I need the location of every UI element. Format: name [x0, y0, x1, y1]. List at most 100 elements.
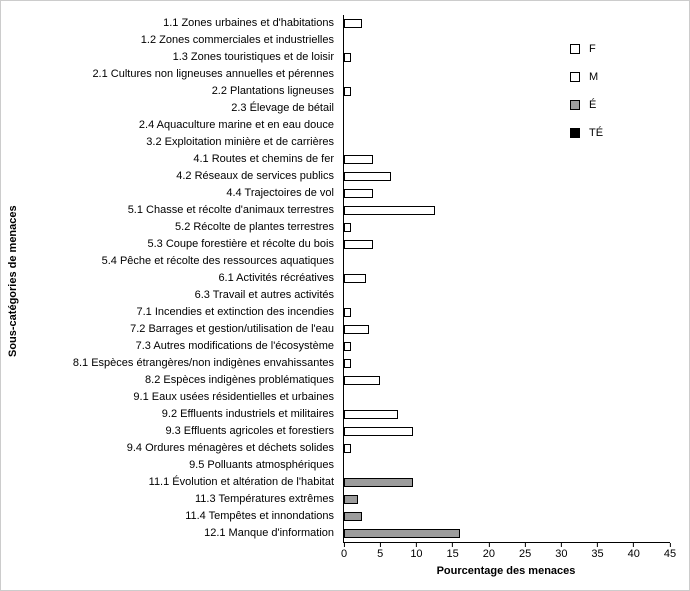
x-tick: 15: [447, 543, 459, 560]
x-tick: 20: [483, 543, 495, 560]
x-tick: 5: [377, 543, 383, 560]
category-label: 2.4 Aquaculture marine et en eau douce: [138, 119, 334, 131]
bar-1.1: [344, 19, 363, 28]
category-label: 9.4 Ordures ménagères et déchets solides: [126, 442, 334, 454]
bar-6.1: [344, 274, 366, 283]
legend-swatch: [570, 72, 580, 82]
category-label: 5.3 Coupe forestière et récolte du bois: [147, 238, 334, 250]
bar-7.2: [344, 325, 370, 334]
legend-swatch: [570, 44, 580, 54]
category-label: 1.1 Zones urbaines et d'habitations: [163, 17, 334, 29]
category-label: 4.2 Réseaux de services publics: [176, 170, 334, 182]
category-label: 11.3 Températures extrêmes: [195, 493, 334, 505]
category-label: 4.1 Routes et chemins de fer: [193, 153, 334, 165]
bar-5.1: [344, 206, 435, 215]
bar-7.1: [344, 308, 352, 317]
x-tick-mark: [597, 543, 599, 547]
x-tick-mark: [524, 543, 526, 547]
bar-4.2: [344, 172, 392, 181]
category-label: 2.2 Plantations ligneuses: [211, 85, 334, 97]
bar-9.3: [344, 427, 413, 436]
x-tick-mark: [633, 543, 635, 547]
x-axis-ticks: 0 5 10 15 20 25 30 35 40 45: [341, 543, 676, 565]
x-tick-mark: [669, 543, 671, 547]
x-tick: 0: [341, 543, 347, 560]
bar-8.1: [344, 359, 352, 368]
legend-label: F: [589, 43, 596, 55]
y-axis-title: Sous-catégories de menaces: [7, 205, 19, 357]
bar-12.1: [344, 529, 460, 538]
bar-5.3: [344, 240, 373, 249]
x-tick: 10: [410, 543, 423, 560]
x-tick-label: 25: [518, 548, 532, 560]
x-tick: 35: [591, 543, 604, 560]
x-tick-mark: [379, 543, 381, 547]
x-axis-title: Pourcentage des menaces: [436, 565, 576, 577]
x-tick: 25: [519, 543, 531, 560]
legend-item-F: F: [570, 35, 603, 63]
category-label: 3.2 Exploitation minière et de carrières: [146, 136, 334, 148]
legend-item-M: M: [570, 63, 603, 91]
bar-11.3: [344, 495, 359, 504]
category-label: 7.3 Autres modifications de l'écosystème: [135, 340, 334, 352]
x-tick-label: 40: [627, 548, 640, 560]
x-tick-label: 5: [377, 548, 384, 560]
bar-8.2: [344, 376, 381, 385]
legend: F M É TÉ: [570, 35, 603, 147]
x-tick-label: 15: [446, 548, 459, 560]
category-label: 9.1 Eaux usées résidentielles et urbaine…: [133, 391, 334, 403]
x-tick: 45: [664, 543, 676, 560]
bar-2.2: [344, 87, 352, 96]
category-label: 9.2 Effluents industriels et militaires: [161, 408, 334, 420]
x-tick-mark: [560, 543, 562, 547]
category-label: 11.1 Évolution et altération de l'habita…: [148, 476, 334, 488]
x-tick-label: 10: [410, 548, 423, 560]
category-label: 4.4 Trajectoires de vol: [226, 187, 334, 199]
category-label: 5.4 Pêche et récolte des ressources aqua…: [101, 255, 334, 267]
category-label: 5.2 Récolte de plantes terrestres: [175, 221, 334, 233]
plot-area: [343, 15, 670, 543]
bar-5.2: [344, 223, 352, 232]
x-tick-mark: [488, 543, 490, 547]
x-tick: 30: [555, 543, 567, 560]
bar-7.3: [344, 342, 352, 351]
bar-4.1: [344, 155, 373, 164]
category-label: 5.1 Chasse et récolte d'animaux terrestr…: [127, 204, 334, 216]
x-tick-label: 35: [591, 548, 604, 560]
x-tick-label: 45: [663, 548, 677, 560]
category-label: 6.1 Activités récréatives: [218, 272, 334, 284]
category-label: 6.3 Travail et autres activités: [194, 289, 334, 301]
bar-11.1: [344, 478, 413, 487]
x-tick-mark: [415, 543, 417, 547]
x-tick-label: 30: [555, 548, 568, 560]
category-label: 7.1 Incendies et extinction des incendie…: [136, 306, 334, 318]
legend-item-É: É: [570, 91, 603, 119]
x-tick-mark: [343, 543, 345, 547]
category-label: 11.4 Tempêtes et innondations: [185, 510, 334, 522]
bar-1.3: [344, 53, 352, 62]
legend-swatch: [570, 100, 580, 110]
bar-4.4: [344, 189, 373, 198]
category-label: 8.1 Espèces étrangères/non indigènes env…: [72, 357, 334, 369]
category-label: 9.5 Polluants atmosphériques: [189, 459, 334, 471]
bar-9.2: [344, 410, 399, 419]
bar-11.4: [344, 512, 363, 521]
x-tick: 40: [628, 543, 640, 560]
legend-label: TÉ: [589, 127, 604, 139]
x-tick-label: 0: [340, 548, 348, 560]
category-label: 1.2 Zones commerciales et industrielles: [140, 34, 334, 46]
bar-9.4: [344, 444, 352, 453]
category-label: 1.3 Zones touristiques et de loisir: [172, 51, 334, 63]
legend-item-TÉ: TÉ: [570, 119, 603, 147]
x-tick-mark: [452, 543, 454, 547]
category-label: 2.1 Cultures non ligneuses annuelles et …: [92, 68, 334, 80]
category-label: 2.3 Élevage de bétail: [231, 102, 334, 114]
category-label: 12.1 Manque d'information: [204, 527, 334, 539]
legend-label: M: [589, 71, 599, 83]
legend-label: É: [589, 99, 597, 111]
x-tick-label: 20: [482, 548, 495, 560]
category-label: 8.2 Espèces indigènes problématiques: [145, 374, 334, 386]
legend-swatch: [570, 128, 580, 138]
category-label: 7.2 Barrages et gestion/utilisation de l…: [130, 323, 334, 335]
